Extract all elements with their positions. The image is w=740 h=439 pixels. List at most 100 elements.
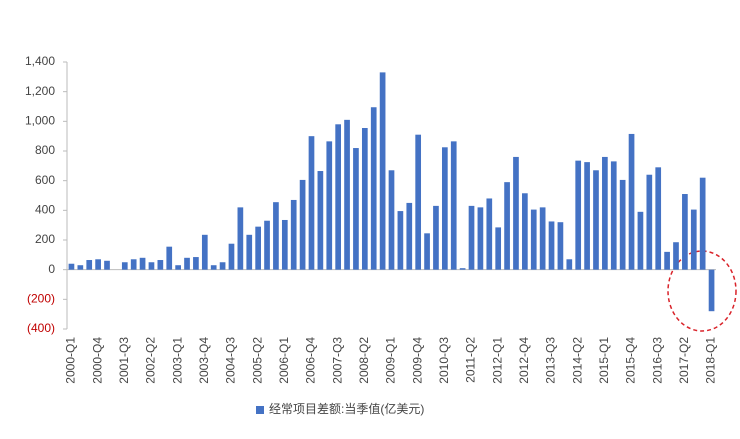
bar xyxy=(610,161,617,270)
y-tick-label: 1,400 xyxy=(25,54,55,68)
bar xyxy=(637,211,644,270)
bar xyxy=(566,259,573,270)
x-tick-label: 2000-Q1 xyxy=(64,337,78,384)
x-tick-label: 2004-Q3 xyxy=(224,337,238,384)
bar xyxy=(504,182,510,270)
x-tick-label: 2000-Q4 xyxy=(90,337,104,384)
bar xyxy=(68,263,75,270)
bar xyxy=(344,119,350,270)
x-tick-label: 2009-Q1 xyxy=(384,337,398,384)
bar xyxy=(433,205,439,270)
x-tick-label: 2015-Q4 xyxy=(624,337,638,384)
x-tick-label: 2010-Q3 xyxy=(437,337,451,384)
bar xyxy=(139,257,146,270)
y-tick-label: (400) xyxy=(27,321,55,335)
bar xyxy=(664,251,670,270)
bar xyxy=(397,211,404,270)
bar xyxy=(130,259,137,270)
legend-swatch xyxy=(256,406,264,414)
bar xyxy=(246,234,253,270)
bar xyxy=(415,134,422,270)
y-tick-label: 1,000 xyxy=(25,114,55,128)
bar xyxy=(513,156,519,270)
bar xyxy=(335,124,342,270)
x-tick-label: 2015-Q1 xyxy=(597,337,611,384)
bar xyxy=(441,147,448,270)
bar xyxy=(646,174,653,270)
bar xyxy=(424,233,430,270)
x-tick-label: 2001-Q3 xyxy=(117,337,131,384)
bar xyxy=(628,133,635,270)
x-tick-label: 2006-Q4 xyxy=(304,337,318,384)
x-tick-label: 2006-Q1 xyxy=(277,337,291,384)
x-tick-label: 2003-Q4 xyxy=(197,337,211,384)
bar xyxy=(699,177,706,270)
bar xyxy=(166,246,173,270)
bar xyxy=(450,141,457,270)
x-tick-label: 2012-Q4 xyxy=(517,337,531,384)
bar xyxy=(388,170,395,270)
x-tick-label: 2007-Q3 xyxy=(330,337,344,384)
bar xyxy=(548,221,555,270)
bar xyxy=(477,207,484,270)
bar xyxy=(317,171,324,270)
y-tick-label: 1,200 xyxy=(25,84,55,98)
x-tick-label: 2009-Q4 xyxy=(410,337,424,384)
bar xyxy=(602,156,608,270)
bar xyxy=(308,136,315,270)
bar xyxy=(406,202,413,270)
bar xyxy=(148,262,155,270)
bar xyxy=(264,220,270,270)
x-tick-label: 2005-Q2 xyxy=(250,337,264,384)
bar xyxy=(326,141,333,270)
bar xyxy=(539,207,546,270)
y-tick-label: (200) xyxy=(27,292,55,306)
bar xyxy=(655,167,662,270)
bar xyxy=(682,194,688,270)
legend-label: 经常项目差额:当季值(亿美元) xyxy=(269,401,424,416)
bar xyxy=(370,107,377,270)
bar xyxy=(193,257,199,270)
bar xyxy=(219,262,226,270)
x-tick-label: 2003-Q1 xyxy=(170,337,184,384)
bar xyxy=(175,265,181,270)
bar xyxy=(184,257,190,270)
x-tick-label: 2008-Q2 xyxy=(357,337,371,384)
x-tick-label: 2012-Q1 xyxy=(490,337,504,384)
y-tick-label: 600 xyxy=(35,173,55,187)
bar xyxy=(228,243,235,270)
bar xyxy=(210,265,217,270)
bar xyxy=(459,268,466,270)
bar xyxy=(361,128,368,270)
bar xyxy=(104,260,110,270)
x-tick-label: 2016-Q3 xyxy=(650,337,664,384)
bar xyxy=(379,72,386,270)
bar xyxy=(273,202,279,270)
bar xyxy=(353,148,359,270)
bar xyxy=(673,242,679,270)
bar xyxy=(486,198,493,270)
bar xyxy=(201,234,208,270)
y-tick-label: 200 xyxy=(35,232,55,246)
x-tick-label: 2011-Q2 xyxy=(464,337,478,383)
bar xyxy=(530,209,537,270)
bar xyxy=(495,227,502,270)
x-tick-label: 2013-Q3 xyxy=(544,337,558,384)
bar xyxy=(237,207,244,270)
bar xyxy=(86,260,93,270)
y-tick-label: 0 xyxy=(48,262,55,276)
bar xyxy=(290,199,297,270)
bar xyxy=(584,162,590,270)
x-tick-label: 2014-Q2 xyxy=(570,337,584,384)
bar xyxy=(121,262,128,270)
bar xyxy=(708,269,715,312)
bar xyxy=(157,260,164,270)
bar xyxy=(619,179,626,270)
x-tick-label: 2002-Q2 xyxy=(144,337,158,384)
bar xyxy=(468,205,475,270)
bar xyxy=(281,219,288,270)
x-tick-label: 2017-Q2 xyxy=(677,337,691,384)
bar xyxy=(593,170,599,270)
bar xyxy=(77,265,84,270)
x-tick-label: 2018-Q1 xyxy=(704,337,718,384)
